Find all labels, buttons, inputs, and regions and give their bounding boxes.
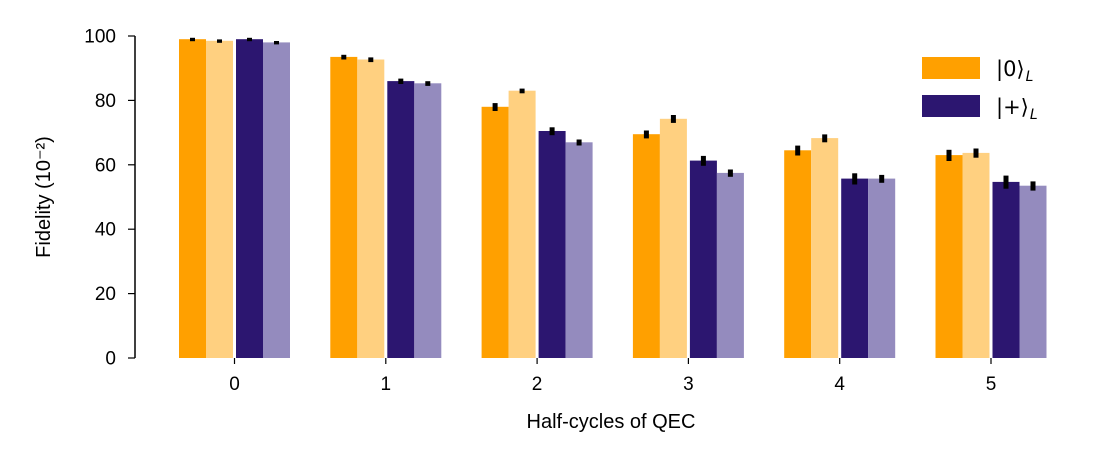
bar-dark-2-cat-5 — [992, 181, 1020, 358]
bar-dark-0-cat-5 — [935, 155, 963, 358]
x-tick-label-2: 2 — [532, 374, 543, 395]
error-bar-0-cat-5 — [946, 149, 952, 161]
legend-swatch-1 — [922, 95, 980, 117]
error-bar-0-cat-1 — [341, 54, 347, 60]
error-bar-2-cat-4 — [852, 173, 858, 185]
x-tick-label-5: 5 — [986, 374, 997, 395]
error-bar-0-cat-2 — [492, 103, 498, 111]
error-bar-2-cat-1 — [398, 78, 404, 84]
bar-light-1-cat-0 — [206, 40, 233, 359]
bar-light-1-cat-2 — [508, 90, 536, 358]
error-bar-2-cat-0 — [247, 37, 252, 42]
x-tick-label-0: 0 — [229, 374, 240, 395]
y-tick-label-40: 40 — [95, 220, 116, 241]
legend: |0⟩L |+⟩L — [922, 57, 1038, 123]
error-bar-2-cat-5 — [1003, 175, 1009, 189]
y-axis-label: Fidelity (10⁻²) — [33, 136, 55, 258]
bar-dark-0-cat-3 — [632, 134, 660, 358]
error-bar-1-cat-4 — [822, 134, 828, 143]
bar-dark-2-cat-0 — [236, 39, 263, 358]
bar-light-3-cat-2 — [565, 142, 593, 358]
y-tick-label-60: 60 — [95, 155, 116, 176]
error-bar-2-cat-3 — [700, 155, 706, 166]
error-bar-3-cat-5 — [1030, 181, 1036, 191]
bar-dark-2-cat-4 — [841, 178, 869, 358]
bar-light-1-cat-4 — [811, 138, 839, 358]
legend-swatch-0 — [922, 57, 980, 79]
x-axis-label: Half-cycles of QEC — [527, 411, 696, 433]
y-tick-label-100: 100 — [84, 27, 116, 48]
legend-label-1: |+⟩L — [996, 95, 1038, 123]
bar-light-3-cat-4 — [868, 178, 896, 358]
bars-group — [179, 39, 1047, 359]
error-bar-1-cat-1 — [368, 57, 374, 63]
error-bar-1-cat-3 — [670, 115, 676, 123]
x-tick-label-3: 3 — [683, 374, 694, 395]
error-bar-0-cat-0 — [190, 37, 195, 42]
bar-dark-0-cat-4 — [784, 150, 812, 358]
error-bar-2-cat-2 — [549, 127, 555, 136]
legend-label-0: |0⟩L — [996, 57, 1033, 85]
error-bar-1-cat-0 — [217, 39, 222, 43]
error-bar-1-cat-5 — [973, 148, 979, 158]
error-bar-3-cat-1 — [425, 81, 431, 86]
bar-light-3-cat-5 — [1019, 185, 1047, 358]
bar-dark-2-cat-3 — [689, 160, 717, 358]
bar-light-3-cat-3 — [716, 172, 744, 358]
x-tick-label-1: 1 — [381, 374, 392, 395]
bar-dark-0-cat-1 — [330, 56, 358, 359]
x-tick-label-4: 4 — [834, 374, 845, 395]
bar-dark-0-cat-0 — [179, 39, 206, 358]
y-tick-label-80: 80 — [95, 91, 116, 112]
error-bar-3-cat-4 — [879, 174, 885, 183]
error-bar-3-cat-3 — [727, 169, 733, 177]
bar-light-3-cat-1 — [414, 83, 442, 359]
error-bar-3-cat-2 — [576, 139, 582, 146]
bar-light-1-cat-1 — [357, 59, 385, 358]
bar-dark-2-cat-2 — [538, 131, 566, 358]
error-bar-3-cat-0 — [274, 41, 279, 45]
bar-dark-0-cat-2 — [481, 106, 509, 358]
bar-dark-2-cat-1 — [387, 81, 415, 358]
error-bar-0-cat-3 — [643, 130, 649, 139]
y-tick-label-20: 20 — [95, 284, 116, 305]
error-bars-group — [190, 37, 1036, 191]
bar-light-1-cat-5 — [962, 152, 990, 358]
error-bar-1-cat-2 — [519, 88, 525, 94]
bar-light-1-cat-3 — [659, 118, 687, 358]
error-bar-0-cat-4 — [795, 145, 801, 156]
bar-light-3-cat-0 — [263, 42, 290, 359]
y-tick-label-0: 0 — [105, 349, 116, 370]
y-axis: 0 20 40 60 80 100 — [84, 27, 136, 370]
x-axis: 0 1 2 3 4 5 — [229, 358, 996, 395]
